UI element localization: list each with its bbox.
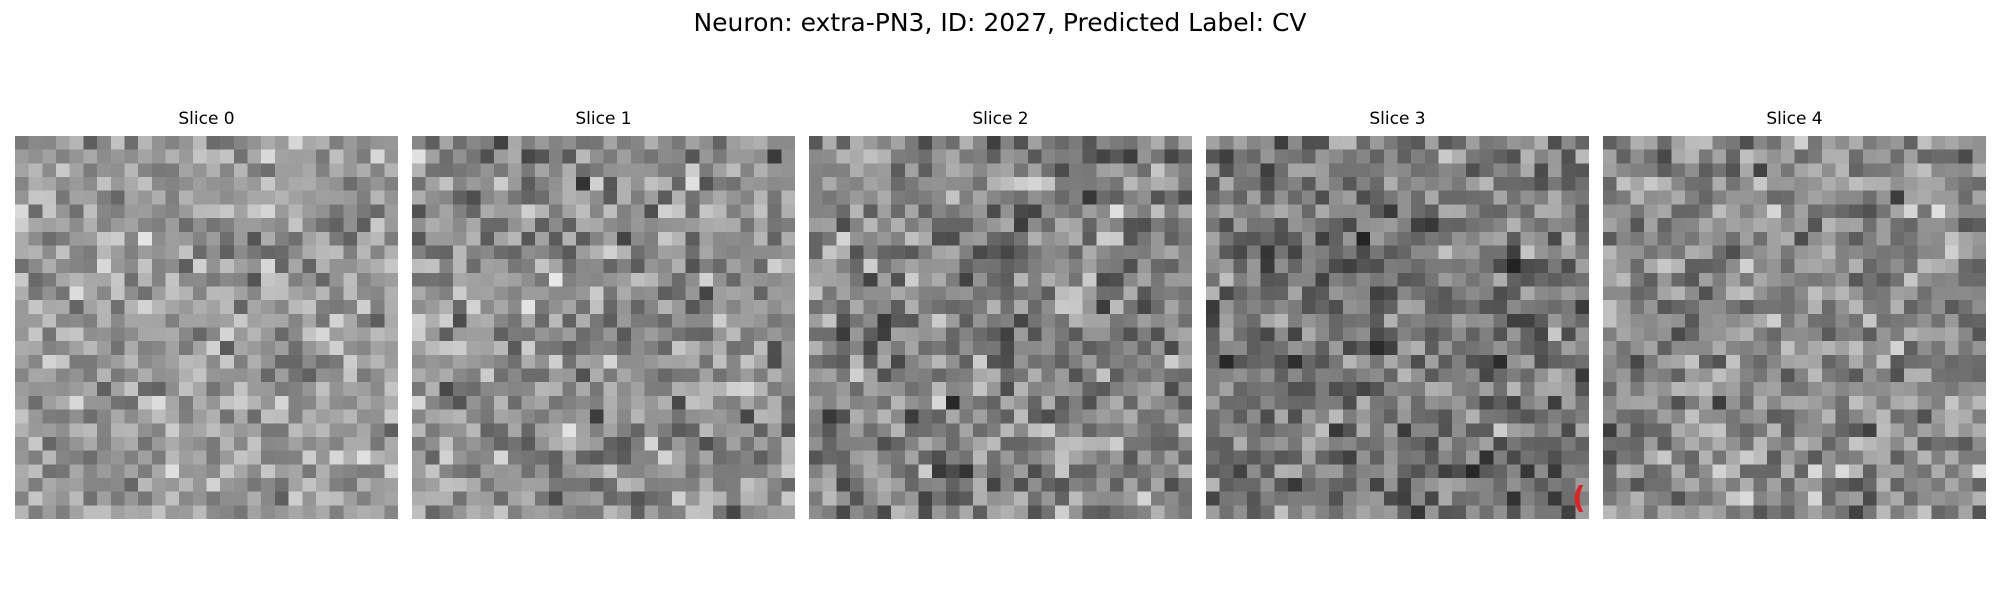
slice-title: Slice 2 [972,109,1029,129]
slice-panel-0: Slice 0 [15,108,398,519]
slice-panel-1: Slice 1 [412,108,795,519]
slice-image [15,136,398,519]
slice-image [1603,136,1986,519]
slice-panel-4: Slice 4 [1603,108,1986,519]
slice-title: Slice 3 [1369,109,1426,129]
slice-title: Slice 0 [178,109,235,129]
slice-title: Slice 4 [1766,109,1823,129]
slice-image [412,136,795,519]
slice-panel-3: Slice 3 ( [1206,108,1589,519]
slice-title: Slice 1 [575,109,632,129]
slice-image [1206,136,1589,519]
slice-panel-2: Slice 2 [809,108,1192,519]
slice-image [809,136,1192,519]
figure-title: Neuron: extra-PN3, ID: 2027, Predicted L… [693,8,1307,37]
red-marker-icon: ( [1572,481,1586,516]
